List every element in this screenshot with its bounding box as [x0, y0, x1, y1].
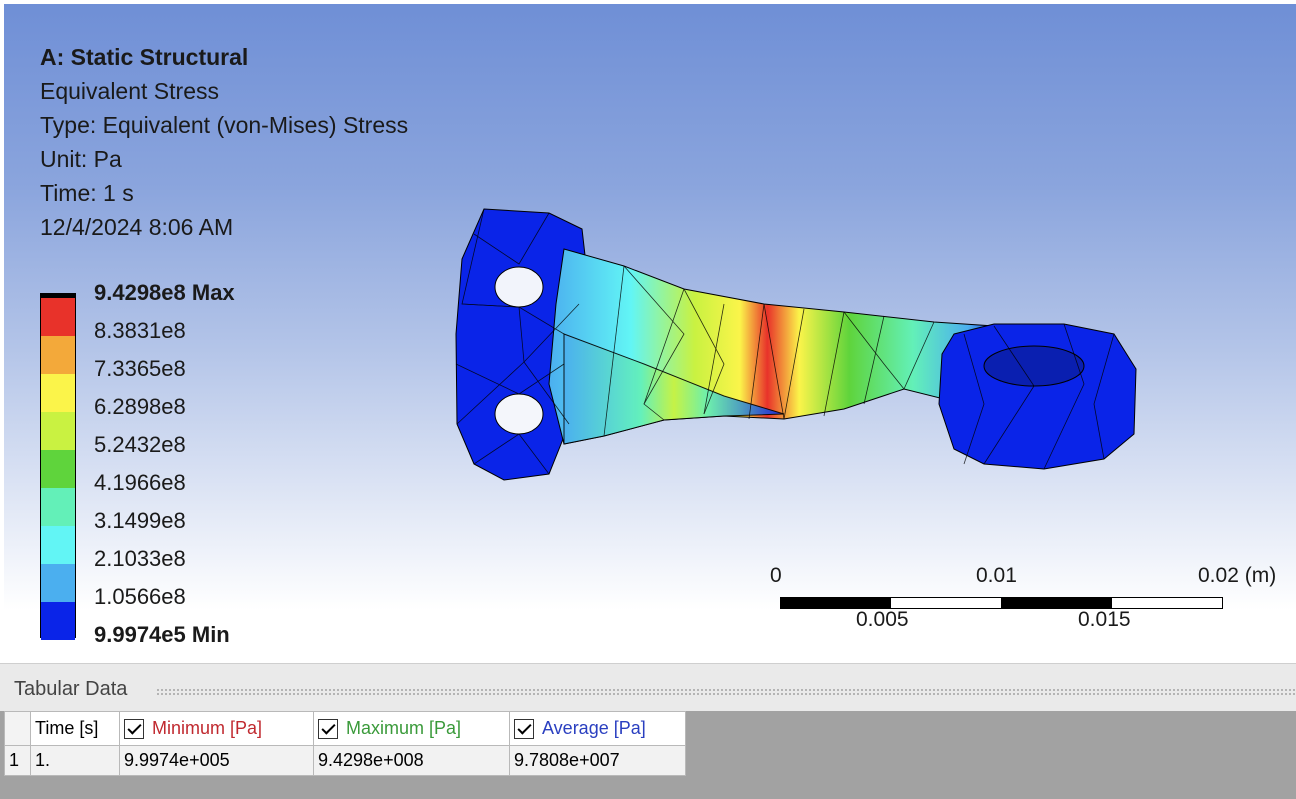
- cell-minimum[interactable]: 9.9974e+005: [119, 745, 314, 776]
- column-header-minimum[interactable]: Minimum [Pa]: [119, 711, 314, 746]
- legend-label: 8.3831e8: [94, 318, 186, 343]
- legend-swatch: [41, 488, 75, 526]
- stress-contour-model[interactable]: [4, 4, 1296, 663]
- scale-label: 0.005: [856, 608, 909, 631]
- legend-swatch: [41, 450, 75, 488]
- column-header-average[interactable]: Average [Pa]: [509, 711, 686, 746]
- table-row[interactable]: 1 1. 9.9974e+005 9.4298e+008 9.7808e+007: [4, 745, 686, 776]
- tabular-data-area: Time [s] Minimum [Pa] Maximum [Pa] Avera…: [0, 711, 1296, 799]
- table-corner-cell[interactable]: [4, 711, 31, 746]
- panel-grip[interactable]: [156, 688, 1296, 696]
- column-header-maximum-label: Maximum [Pa]: [346, 717, 462, 738]
- result-unit: Unit: Pa: [40, 146, 122, 172]
- legend-swatch: [41, 298, 75, 336]
- column-header-maximum[interactable]: Maximum [Pa]: [313, 711, 510, 746]
- legend-swatch: [41, 602, 75, 640]
- analysis-title: A: Static Structural: [40, 44, 249, 70]
- cell-average[interactable]: 9.7808e+007: [509, 745, 686, 776]
- column-header-minimum-label: Minimum [Pa]: [152, 717, 263, 738]
- result-time: Time: 1 s: [40, 180, 134, 206]
- cell-maximum[interactable]: 9.4298e+008: [313, 745, 510, 776]
- legend-label: 4.1966e8: [94, 470, 186, 495]
- legend-label: 3.1499e8: [94, 508, 186, 533]
- tabular-data-table: Time [s] Minimum [Pa] Maximum [Pa] Avera…: [4, 711, 686, 776]
- column-header-time[interactable]: Time [s]: [30, 711, 120, 746]
- cell-time[interactable]: 1.: [30, 745, 120, 776]
- row-index[interactable]: 1: [4, 745, 31, 776]
- tabular-data-title: Tabular Data: [14, 678, 128, 700]
- result-name: Equivalent Stress: [40, 78, 219, 104]
- legend-max-cap: [41, 294, 75, 298]
- legend-swatch: [41, 412, 75, 450]
- maximum-checkbox[interactable]: [318, 719, 338, 740]
- legend-label: 1.0566e8: [94, 584, 186, 609]
- legend-label: 6.2898e8: [94, 394, 186, 419]
- legend-swatch: [41, 564, 75, 602]
- scale-label: 0.02 (m): [1198, 564, 1277, 587]
- scale-label: 0.015: [1078, 608, 1131, 631]
- legend-label: 7.3365e8: [94, 356, 186, 381]
- result-datetime: 12/4/2024 8:06 AM: [40, 214, 234, 240]
- tabular-data-header[interactable]: Tabular Data: [0, 663, 1296, 711]
- table-header-row: Time [s] Minimum [Pa] Maximum [Pa] Avera…: [4, 711, 686, 746]
- scale-label: 0: [770, 564, 782, 587]
- legend-swatch: [41, 336, 75, 374]
- legend-label: 2.1033e8: [94, 546, 186, 571]
- legend-swatch: [41, 526, 75, 564]
- minimum-checkbox[interactable]: [124, 719, 144, 740]
- legend-max-label: 9.4298e8 Max: [94, 280, 235, 305]
- scale-label: 0.01: [976, 564, 1017, 587]
- result-type: Type: Equivalent (von-Mises) Stress: [40, 112, 409, 138]
- legend-min-label: 9.9974e5 Min: [94, 622, 230, 647]
- scale-bar-track: [780, 597, 1223, 609]
- legend-swatch: [41, 374, 75, 412]
- contour-legend-bar[interactable]: [40, 293, 76, 640]
- legend-label: 5.2432e8: [94, 432, 186, 457]
- column-header-average-label: Average [Pa]: [542, 717, 646, 738]
- average-checkbox[interactable]: [514, 719, 534, 740]
- graphics-viewport[interactable]: A: Static Structural Equivalent Stress T…: [0, 0, 1296, 663]
